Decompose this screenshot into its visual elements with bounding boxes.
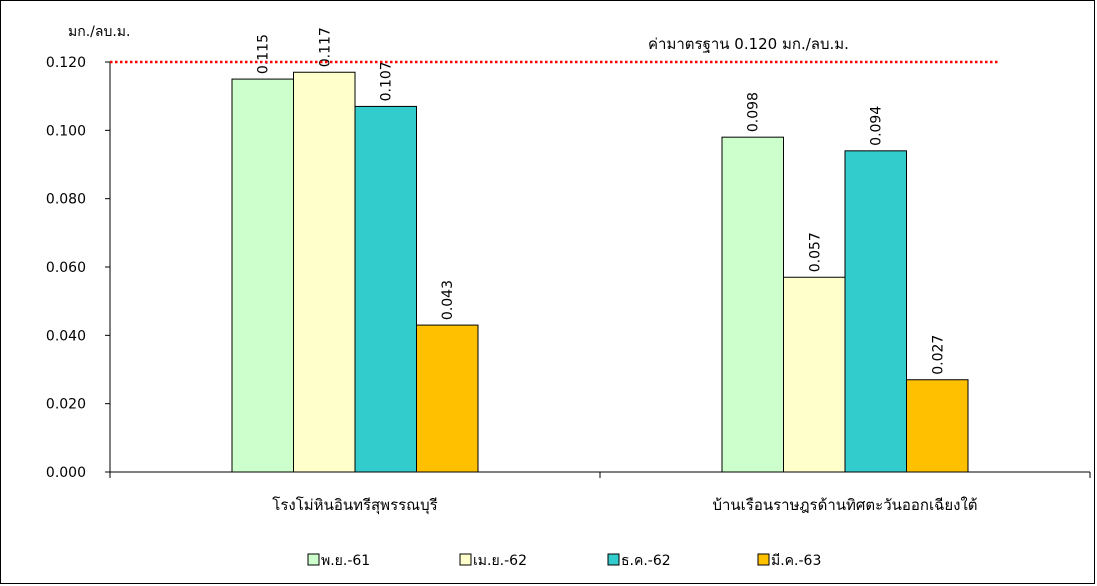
- legend-label: พ.ย.-61: [321, 553, 370, 569]
- bar: [906, 379, 969, 473]
- legend-label: ธ.ค.-62: [621, 553, 671, 569]
- bar: [844, 150, 907, 473]
- legend-swatch: [607, 553, 620, 566]
- y-tick-label: 0.000: [46, 465, 86, 481]
- y-tick-label: 0.120: [46, 55, 86, 71]
- legend-swatch: [307, 553, 320, 566]
- y-tick-label: 0.060: [46, 260, 86, 276]
- bar: [354, 105, 417, 473]
- bar: [416, 324, 479, 473]
- y-tick-label: 0.040: [46, 328, 86, 344]
- y-tick-label: 0.020: [46, 397, 86, 413]
- data-label: 0.107: [379, 61, 395, 101]
- data-label: 0.043: [440, 280, 456, 320]
- bar: [231, 78, 294, 473]
- data-label: 0.098: [746, 92, 762, 132]
- legend-swatch: [459, 553, 472, 566]
- data-label: 0.057: [807, 232, 823, 272]
- category-label: โรงโม่หินอินทรีสุพรรณบุรี: [272, 496, 437, 515]
- data-label: 0.027: [930, 335, 946, 375]
- bar: [721, 136, 784, 473]
- legend-label: มี.ค.-63: [771, 553, 821, 569]
- legend-swatch: [757, 553, 770, 566]
- legend-label: เม.ย.-62: [473, 553, 527, 569]
- data-label: 0.115: [256, 34, 272, 74]
- bar: [783, 276, 846, 473]
- data-label: 0.094: [869, 106, 885, 146]
- category-label: บ้านเรือนราษฎรด้านทิศตะวันออกเฉียงใต้: [712, 496, 977, 514]
- bar: [293, 71, 356, 473]
- data-label: 0.117: [317, 27, 333, 67]
- y-tick-label: 0.080: [46, 192, 86, 208]
- y-tick-label: 0.100: [46, 123, 86, 139]
- reference-line-label: ค่ามาตรฐาน 0.120 มก./ลบ.ม.: [648, 35, 849, 53]
- y-axis-unit-label: มก./ลบ.ม.: [68, 24, 130, 40]
